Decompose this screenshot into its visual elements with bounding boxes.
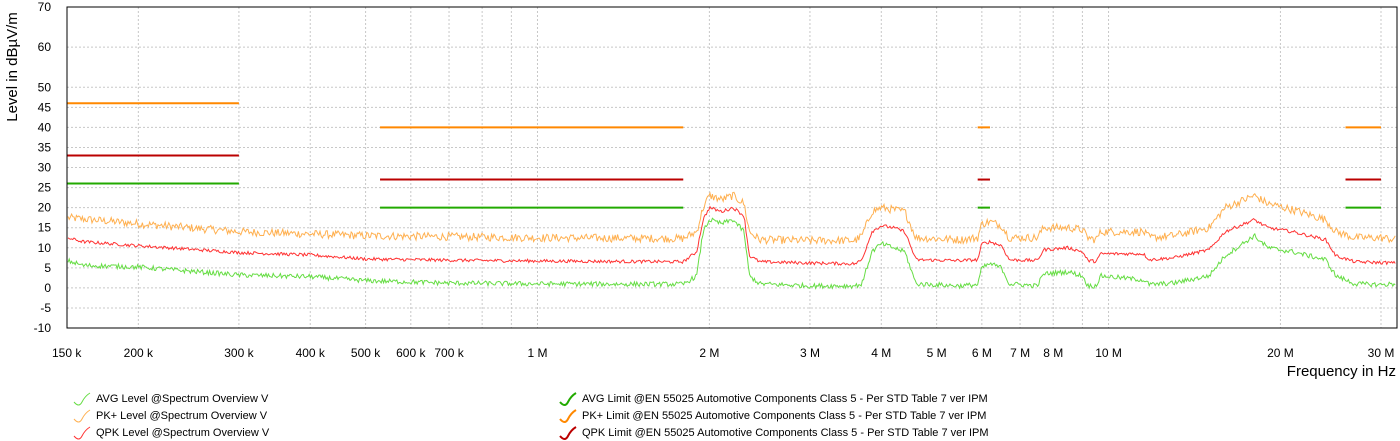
- x-tick-label: 1 M: [527, 346, 547, 360]
- x-tick-label: 3 M: [800, 346, 820, 360]
- x-tick-label: 600 k: [396, 346, 426, 360]
- x-tick-label: 30 M: [1368, 346, 1395, 360]
- y-tick-label: 25: [38, 181, 52, 195]
- legend-swatch: [73, 409, 91, 423]
- legend-entry: QPK Limit @EN 55025 Automotive Component…: [582, 427, 989, 439]
- legend-swatch: [73, 392, 91, 406]
- legend-entry: AVG Level @Spectrum Overview V: [96, 393, 269, 405]
- x-tick-label: 500 k: [351, 346, 381, 360]
- legend-swatch: [559, 409, 577, 423]
- grid-lines: [67, 6, 1397, 329]
- legend-swatch: [73, 426, 91, 440]
- y-tick-label: 35: [38, 140, 52, 154]
- y-tick-label: -10: [34, 321, 52, 335]
- x-tick-label: 150 k: [52, 346, 82, 360]
- y-tick-label: 40: [38, 120, 52, 134]
- y-tick-label: 50: [38, 80, 52, 94]
- x-tick-label: 700 k: [434, 346, 464, 360]
- y-tick-label: 15: [38, 221, 52, 235]
- x-tick-label: 300 k: [224, 346, 254, 360]
- legend: AVG Level @Spectrum Overview V PK+ Level …: [73, 392, 989, 440]
- x-tick-label: 400 k: [296, 346, 326, 360]
- legend-entry: QPK Level @Spectrum Overview V: [96, 427, 270, 439]
- y-tick-label: 20: [38, 201, 52, 215]
- y-tick-label: 45: [38, 100, 52, 114]
- x-axis-label: Frequency in Hz: [1287, 363, 1396, 380]
- legend-entry: PK+ Limit @EN 55025 Automotive Component…: [582, 410, 986, 422]
- legend-entry: PK+ Level @Spectrum Overview V: [96, 410, 268, 422]
- plot-frame: [66, 6, 1398, 329]
- y-tick-label: -5: [40, 301, 51, 315]
- y-tick-label: 5: [44, 261, 51, 275]
- x-tick-label: 8 M: [1043, 346, 1063, 360]
- y-tick-label: 70: [38, 0, 52, 14]
- limit-lines: [67, 102, 1381, 209]
- series-line: [67, 205, 1396, 267]
- x-tick-label: 7 M: [1010, 346, 1030, 360]
- y-tick-label: 0: [44, 281, 51, 295]
- legend-swatch: [559, 426, 577, 440]
- measurement-traces: [67, 191, 1396, 290]
- x-tick-label: 20 M: [1267, 346, 1294, 360]
- y-tick-label: 10: [38, 241, 52, 255]
- x-tick-label: 2 M: [699, 346, 719, 360]
- legend-swatch: [559, 392, 577, 406]
- x-tick-label: 4 M: [871, 346, 891, 360]
- legend-entry: AVG Limit @EN 55025 Automotive Component…: [582, 393, 988, 405]
- x-tick-label: 5 M: [927, 346, 947, 360]
- x-tick-labels: 150 k 200 k 300 k 400 k 500 k 600 k 700 k 1 M 2 …: [52, 346, 1394, 360]
- x-tick-label: 200 k: [124, 346, 154, 360]
- x-tick-label: 10 M: [1095, 346, 1122, 360]
- y-axis-label: Level in dBµV/m: [4, 12, 21, 122]
- series-line: [67, 217, 1396, 290]
- y-tick-label: 30: [38, 161, 52, 175]
- y-tick-labels: -10 -5 0 5 10 15 20 25 30 35 40 45 50 60 70: [34, 0, 52, 335]
- series-line: [67, 191, 1396, 246]
- y-tick-label: 60: [38, 40, 52, 54]
- x-tick-label: 6 M: [972, 346, 992, 360]
